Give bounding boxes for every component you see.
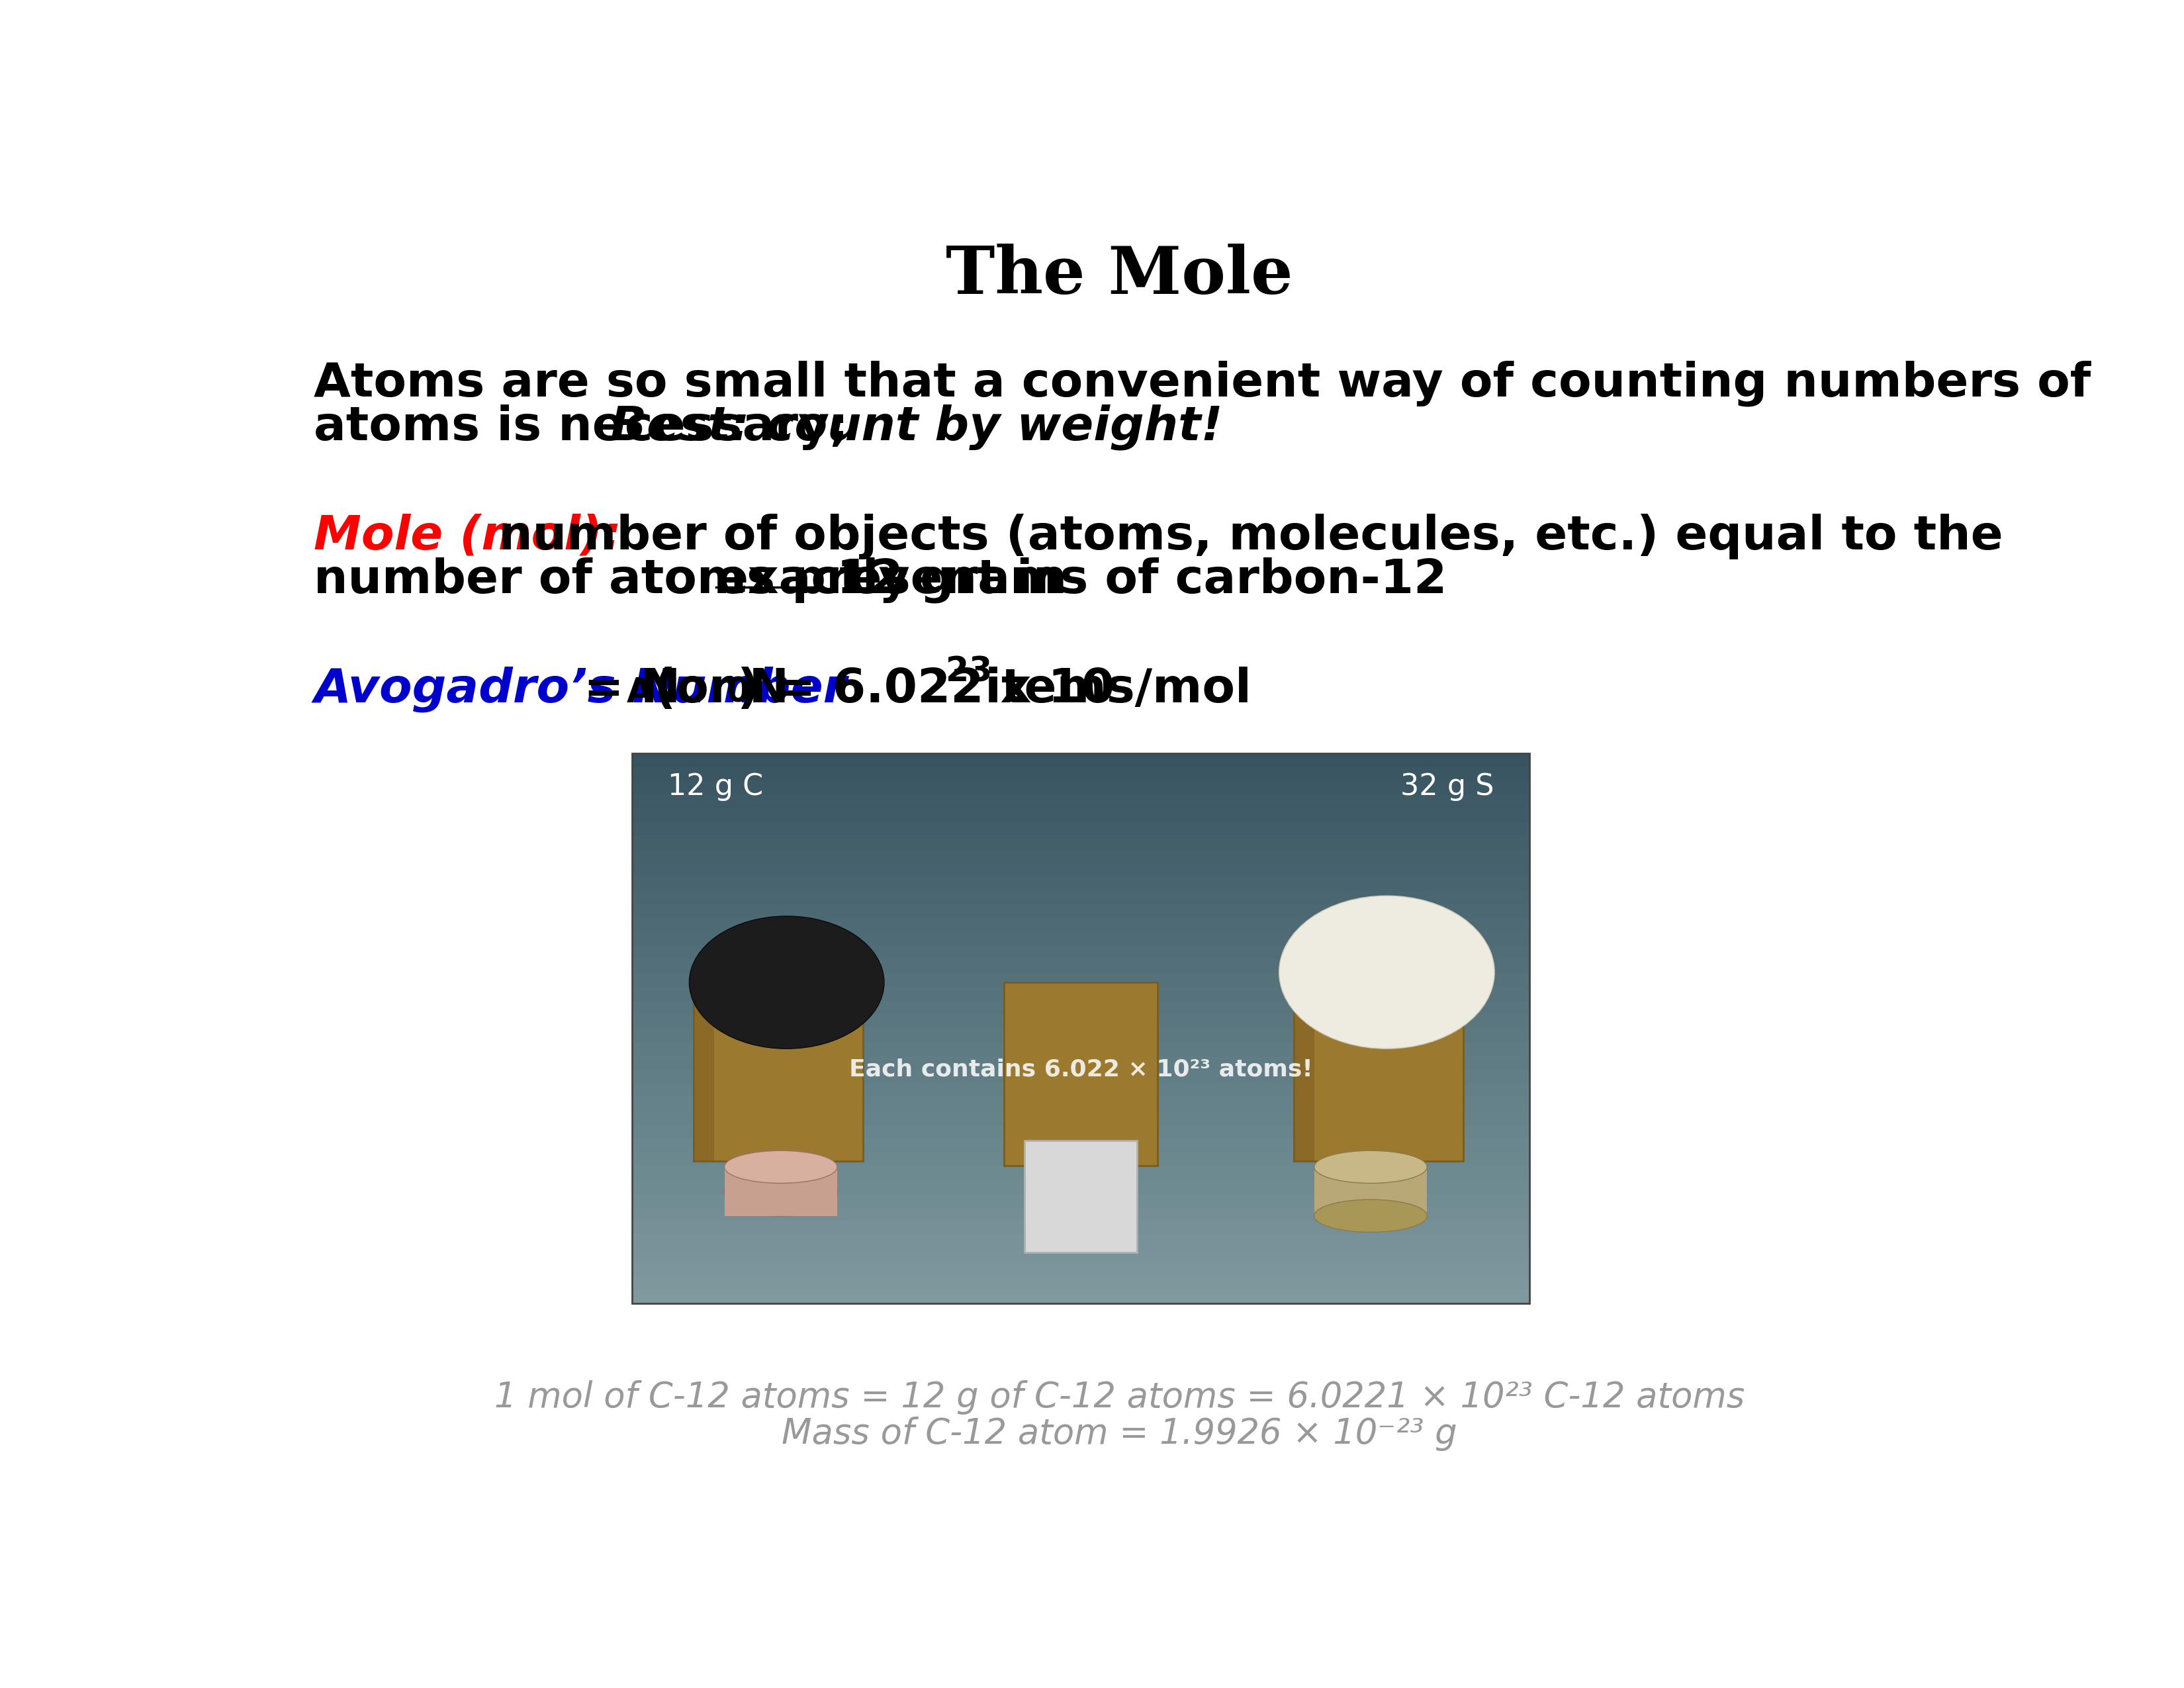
Text: ) = 6.022 x 10: ) = 6.022 x 10 <box>738 667 1114 712</box>
Bar <box>631 780 1529 795</box>
Bar <box>631 1055 1529 1070</box>
Text: The Mole: The Mole <box>946 243 1293 307</box>
Text: 23: 23 <box>946 657 992 689</box>
Bar <box>631 959 1529 974</box>
Text: A: A <box>627 677 653 709</box>
Bar <box>1315 1166 1426 1215</box>
Ellipse shape <box>690 917 885 1048</box>
Text: Best: count by weight!: Best: count by weight! <box>609 405 1223 451</box>
Bar <box>631 891 1529 905</box>
Bar <box>631 1028 1529 1043</box>
Bar <box>631 1070 1529 1084</box>
Bar <box>631 1249 1529 1263</box>
Bar <box>631 753 1529 768</box>
Bar <box>631 1220 1529 1236</box>
Bar <box>631 809 1529 822</box>
Bar <box>695 967 863 1161</box>
Bar <box>1024 1141 1138 1252</box>
Bar <box>631 1263 1529 1276</box>
Bar <box>631 1290 1529 1305</box>
Bar <box>631 795 1529 809</box>
Text: = N: = N <box>568 667 681 712</box>
Bar <box>631 1014 1529 1028</box>
Bar <box>631 987 1529 1001</box>
Bar <box>631 1138 1529 1153</box>
Bar <box>631 945 1529 960</box>
Bar <box>631 1207 1529 1222</box>
Bar <box>1005 982 1158 1166</box>
Bar <box>631 836 1529 849</box>
Bar <box>631 932 1529 947</box>
Bar <box>631 905 1529 918</box>
Text: 32 g S: 32 g S <box>1400 773 1494 800</box>
Text: (or N: (or N <box>638 667 788 712</box>
Bar <box>631 1041 1529 1057</box>
Bar <box>631 1234 1529 1249</box>
Text: Mole (mol):: Mole (mol): <box>314 513 622 559</box>
Text: number of atoms present in: number of atoms present in <box>314 557 1083 603</box>
Bar <box>695 967 714 1161</box>
Text: exactly: exactly <box>716 557 911 603</box>
Text: atoms is necessary;: atoms is necessary; <box>314 405 865 451</box>
Bar <box>1293 967 1463 1161</box>
Text: number of objects (atoms, molecules, etc.) equal to the: number of objects (atoms, molecules, etc… <box>483 513 2003 559</box>
Bar <box>631 1084 1529 1097</box>
Bar <box>725 1166 836 1215</box>
Bar <box>631 1124 1529 1139</box>
Bar <box>631 1193 1529 1207</box>
Bar <box>631 766 1529 782</box>
Bar <box>631 876 1529 891</box>
Text: Avogadro’s Number: Avogadro’s Number <box>314 667 847 712</box>
Bar <box>631 1111 1529 1126</box>
Bar <box>631 822 1529 836</box>
Ellipse shape <box>725 1166 836 1215</box>
Text: 1 mol of C-12 atoms = 12 g of C-12 atoms = 6.0221 × 10²³ C-12 atoms: 1 mol of C-12 atoms = 12 g of C-12 atoms… <box>494 1381 1745 1415</box>
Text: 0: 0 <box>727 677 749 709</box>
Text: Each contains 6.022 × 10²³ atoms!: Each contains 6.022 × 10²³ atoms! <box>850 1058 1313 1080</box>
Bar <box>631 1097 1529 1111</box>
Text: items/mol: items/mol <box>968 667 1251 712</box>
Bar <box>631 849 1529 864</box>
Text: Mass of C-12 atom = 1.9926 × 10⁻²³ g: Mass of C-12 atom = 1.9926 × 10⁻²³ g <box>782 1416 1457 1452</box>
Ellipse shape <box>1315 1151 1426 1183</box>
Bar <box>631 1001 1529 1014</box>
Ellipse shape <box>1280 896 1494 1048</box>
Bar <box>631 753 1529 1303</box>
Bar <box>631 1276 1529 1290</box>
Text: Atoms are so small that a convenient way of counting numbers of: Atoms are so small that a convenient way… <box>314 361 2092 407</box>
Bar <box>631 863 1529 878</box>
Ellipse shape <box>1315 1200 1426 1232</box>
Bar <box>631 974 1529 987</box>
Bar <box>1293 967 1315 1161</box>
Bar <box>631 1180 1529 1193</box>
Bar <box>631 1166 1529 1180</box>
Text: 12 g C: 12 g C <box>668 773 764 800</box>
Bar <box>631 918 1529 932</box>
Bar <box>631 1153 1529 1166</box>
Ellipse shape <box>725 1151 836 1183</box>
Text: 12 grams of carbon-12: 12 grams of carbon-12 <box>819 557 1448 603</box>
